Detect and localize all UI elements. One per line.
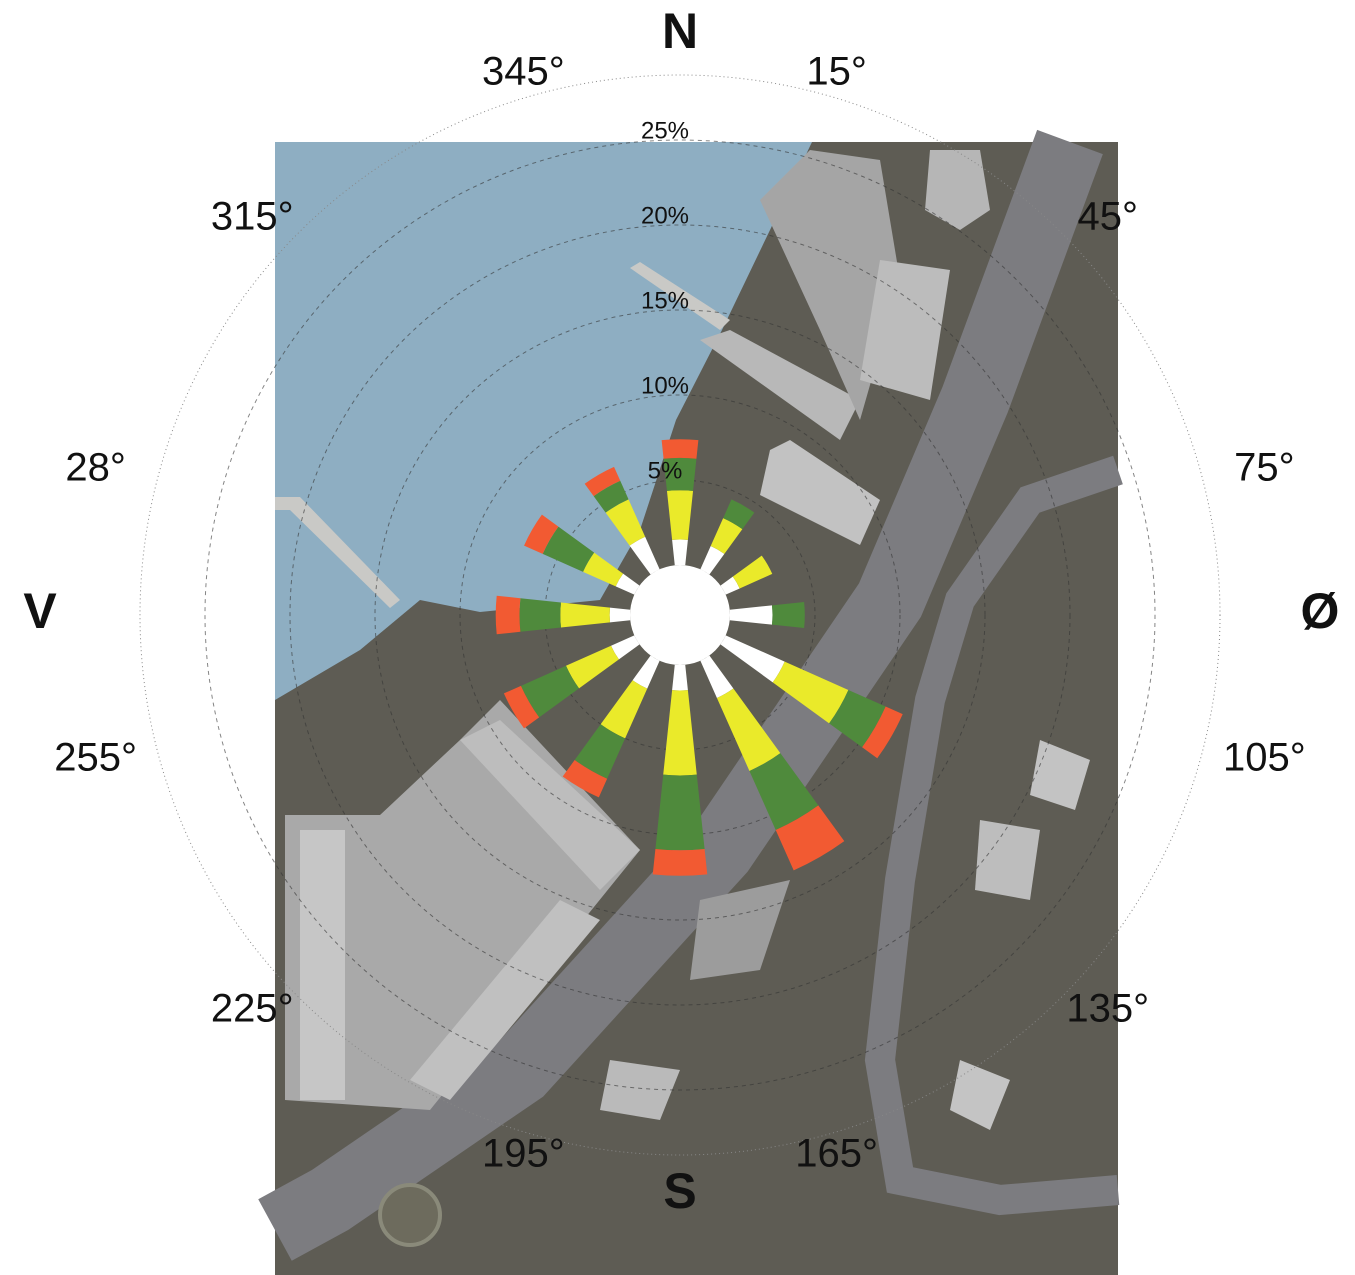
r-tick-label: 20% (641, 202, 689, 229)
angle-tick-label: N (662, 3, 698, 59)
chart: 5% 10% 15% 20% 25% N 15° 45° 75° Ø 105° 135° 165° S 19… (0, 0, 1355, 1275)
r-tick-label: 15% (641, 287, 689, 314)
angle-tick-label: Ø (1301, 583, 1340, 639)
bar-segment (496, 596, 521, 635)
r-tick-label: 10% (641, 372, 689, 399)
bar-segment (655, 775, 704, 851)
bar-segment (672, 539, 688, 565)
angle-tick-label: 195° (482, 1131, 565, 1175)
angle-tick-label: 28° (65, 446, 126, 490)
bar-segment (610, 608, 631, 623)
r-tick-label: 25% (641, 117, 689, 144)
bar-segment (520, 598, 561, 632)
bar-segment (662, 439, 699, 459)
angle-tick-label: 15° (806, 50, 867, 94)
angle-tick-label: 255° (54, 736, 137, 780)
angle-tick-label: V (23, 583, 57, 639)
bar-segment (672, 665, 688, 691)
angle-tick-label: 315° (211, 195, 294, 239)
bar-segment (772, 602, 805, 628)
angle-tick-label: 165° (795, 1131, 878, 1175)
angle-tick-label: 225° (211, 987, 294, 1031)
angle-tick-label: S (663, 1163, 696, 1219)
angle-tick-label: 105° (1223, 736, 1306, 780)
angle-tick-label: 75° (1234, 446, 1295, 490)
bar-segment (653, 849, 708, 876)
angle-tick-label: 135° (1066, 987, 1149, 1031)
angle-tick-label: 345° (482, 50, 565, 94)
r-tick-label: 5% (648, 457, 683, 484)
center-hole (630, 565, 730, 665)
map-background (275, 142, 1118, 1275)
angle-tick-label: 45° (1078, 195, 1139, 239)
